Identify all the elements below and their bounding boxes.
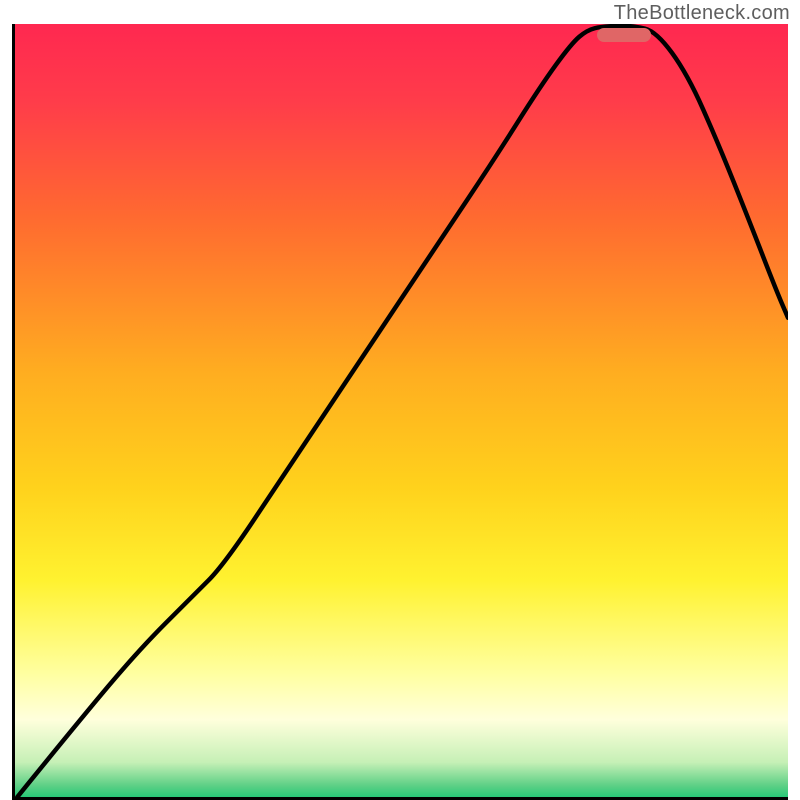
chart-curve	[15, 24, 788, 797]
watermark-text: TheBottleneck.com	[614, 2, 790, 25]
bottleneck-chart	[12, 24, 788, 800]
optimal-point-marker	[597, 28, 651, 42]
